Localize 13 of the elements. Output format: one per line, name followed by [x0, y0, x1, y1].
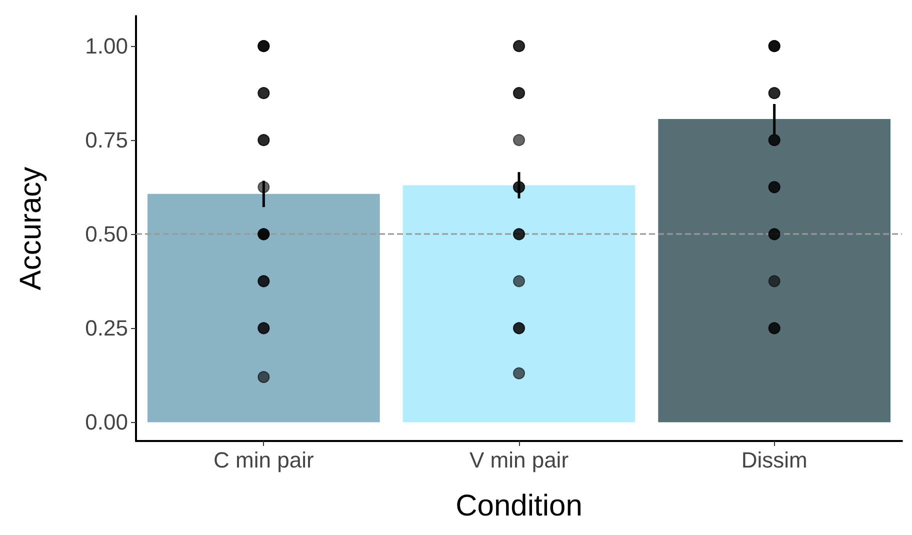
- bar: [658, 119, 891, 422]
- bar: [147, 194, 380, 422]
- x-tick-label: Dissim: [741, 448, 808, 472]
- x-axis-title: Condition: [456, 490, 582, 522]
- y-tick-label: 0.25: [85, 316, 128, 341]
- y-tick-label: 0.75: [85, 128, 128, 153]
- y-tick-label: 0.00: [85, 410, 128, 435]
- y-tick-label: 1.00: [85, 34, 128, 59]
- x-tick-label: C min pair: [214, 448, 314, 472]
- y-axis-title: Accuracy: [14, 166, 48, 290]
- bar: [402, 185, 636, 422]
- y-tick-label: 0.50: [85, 222, 128, 247]
- x-tick-label: V min pair: [469, 448, 569, 472]
